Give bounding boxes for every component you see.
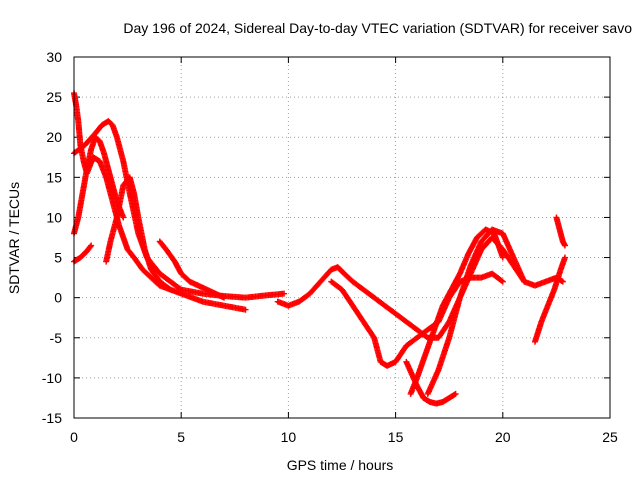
y-axis-label: SDTVAR / TECUs	[6, 182, 22, 294]
data-point	[499, 278, 506, 285]
grid	[74, 57, 610, 418]
data-point	[561, 254, 568, 261]
y-tick-label: 25	[46, 89, 62, 105]
series-track-7	[274, 234, 566, 341]
data-point	[242, 306, 249, 313]
data-point	[559, 278, 566, 285]
x-axis-label: GPS time / hours	[287, 457, 394, 473]
y-tick-label: 5	[54, 250, 62, 266]
data-point	[452, 390, 459, 397]
x-tick-label: 15	[388, 429, 404, 445]
data-point	[120, 214, 127, 221]
series-track-13	[553, 214, 568, 249]
data-point	[87, 243, 94, 250]
data-points	[71, 90, 568, 407]
series-track-12	[531, 254, 568, 345]
data-point	[521, 278, 528, 285]
chart-title: Day 196 of 2024, Sidereal Day-to-day VTE…	[123, 20, 632, 36]
x-tick-label: 20	[495, 429, 511, 445]
plot-frame	[73, 56, 611, 419]
series-track-10	[407, 226, 506, 397]
series-track-6	[156, 238, 228, 301]
y-tick-label: -10	[42, 370, 62, 386]
y-tick-label: -5	[50, 330, 63, 346]
series-track-5	[103, 174, 249, 313]
data-point	[221, 294, 228, 301]
y-tick-label: 15	[46, 169, 62, 185]
data-point	[498, 277, 505, 284]
x-tick-label: 0	[70, 429, 78, 445]
y-tick-label: 20	[46, 129, 62, 145]
y-tick-label: 30	[46, 49, 62, 65]
y-tick-label: -15	[42, 410, 62, 426]
x-tick-label: 5	[177, 429, 185, 445]
x-tick-label: 10	[281, 429, 297, 445]
y-tick-label: 0	[54, 290, 62, 306]
y-tick-label: 10	[46, 209, 62, 225]
x-tick-label: 25	[602, 429, 618, 445]
series-track-4	[71, 242, 95, 265]
data-point	[281, 290, 288, 297]
data-point	[499, 254, 506, 261]
series-track-11	[424, 226, 528, 397]
data-point	[88, 242, 95, 249]
data-point	[561, 242, 568, 249]
series-track-1	[71, 118, 288, 301]
